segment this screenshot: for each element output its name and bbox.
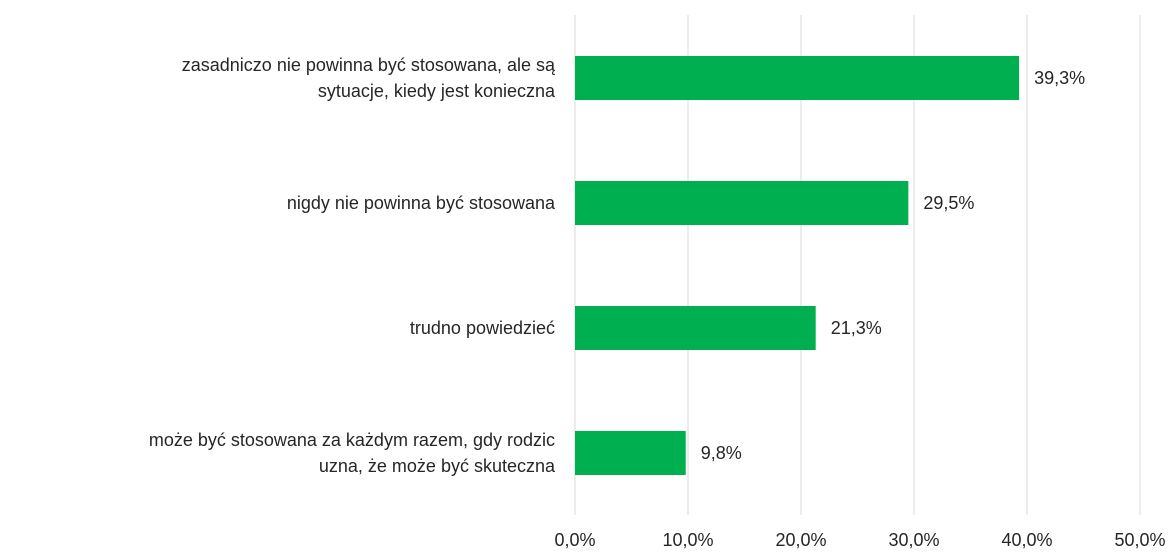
bar: [575, 56, 1020, 100]
data-label: 29,5%: [923, 193, 974, 213]
data-label: 9,8%: [701, 443, 742, 463]
data-label: 21,3%: [831, 318, 882, 338]
x-tick-label: 10,0%: [662, 530, 713, 550]
category-label: nigdy nie powinna być stosowana: [286, 193, 555, 213]
x-tick-label: 20,0%: [775, 530, 826, 550]
x-tick-label: 40,0%: [1001, 530, 1052, 550]
category-label: może być stosowana za każdym razem, gdy …: [148, 430, 555, 476]
category-label: trudno powiedzieć: [409, 318, 555, 338]
data-label: 39,3%: [1034, 68, 1085, 88]
x-tick-label: 0,0%: [554, 530, 595, 550]
x-tick-label: 50,0%: [1114, 530, 1165, 550]
bar: [575, 306, 816, 350]
category-label: zasadniczo nie powinna być stosowana, al…: [181, 55, 555, 101]
x-tick-label: 30,0%: [888, 530, 939, 550]
bar: [575, 181, 909, 225]
bar: [575, 431, 686, 475]
